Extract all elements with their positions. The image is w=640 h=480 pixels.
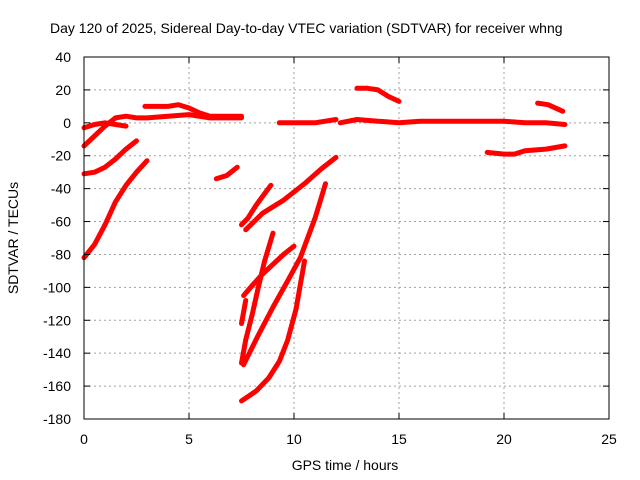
y-tick-label: -180 (43, 411, 71, 427)
plot-frame (83, 56, 610, 420)
x-tick-label: 20 (496, 431, 512, 447)
data-series (81, 85, 568, 404)
series-arc-17 (484, 143, 568, 157)
series-arc-2 (81, 112, 244, 149)
series-arc-1 (81, 120, 129, 131)
series-arc-10 (239, 298, 249, 327)
y-tick-label: -120 (43, 312, 71, 328)
series-arc-18 (535, 100, 566, 114)
series-arc-11 (241, 243, 297, 299)
y-tick-label: -160 (43, 378, 71, 394)
y-tick-label: -100 (43, 279, 71, 295)
series-arc-16 (354, 85, 402, 104)
x-tick-label: 15 (391, 431, 407, 447)
y-tick-label: -80 (51, 246, 71, 262)
series-arc-15 (337, 117, 568, 127)
y-tick-label: 0 (63, 115, 71, 131)
y-tick-label: -40 (51, 181, 71, 197)
x-axis-label: GPS time / hours (292, 457, 399, 473)
y-axis-label: SDTVAR / TECUs (5, 182, 21, 294)
x-tick-label: 0 (80, 431, 88, 447)
series-arc-12 (241, 181, 328, 368)
x-tick-label: 5 (185, 431, 193, 447)
series-arc-9 (239, 230, 276, 366)
x-tick-label: 10 (286, 431, 302, 447)
series-arc-5 (142, 102, 244, 119)
series-arc-3 (81, 138, 139, 177)
y-tick-label: -140 (43, 345, 71, 361)
x-tick-label: 25 (601, 431, 617, 447)
y-tick-label: -20 (51, 148, 71, 164)
y-tick-label: -60 (51, 214, 71, 230)
y-tick-label: 40 (55, 49, 71, 65)
series-arc-7 (239, 182, 274, 228)
series-arc-4 (81, 158, 150, 261)
series-arc-6 (213, 164, 240, 182)
series-arc-8 (243, 154, 339, 233)
y-tick-label: 20 (55, 82, 71, 98)
series-arc-14 (276, 117, 339, 126)
axis-ticks: 40 20 0 -20 -40 -60 -80 -100 -120 -140 -160 -180 0 5 1… (43, 49, 617, 447)
grid-lines (84, 57, 609, 419)
chart-title: Day 120 of 2025, Sidereal Day-to-day VTE… (50, 20, 563, 36)
series-arc-13 (239, 258, 307, 404)
